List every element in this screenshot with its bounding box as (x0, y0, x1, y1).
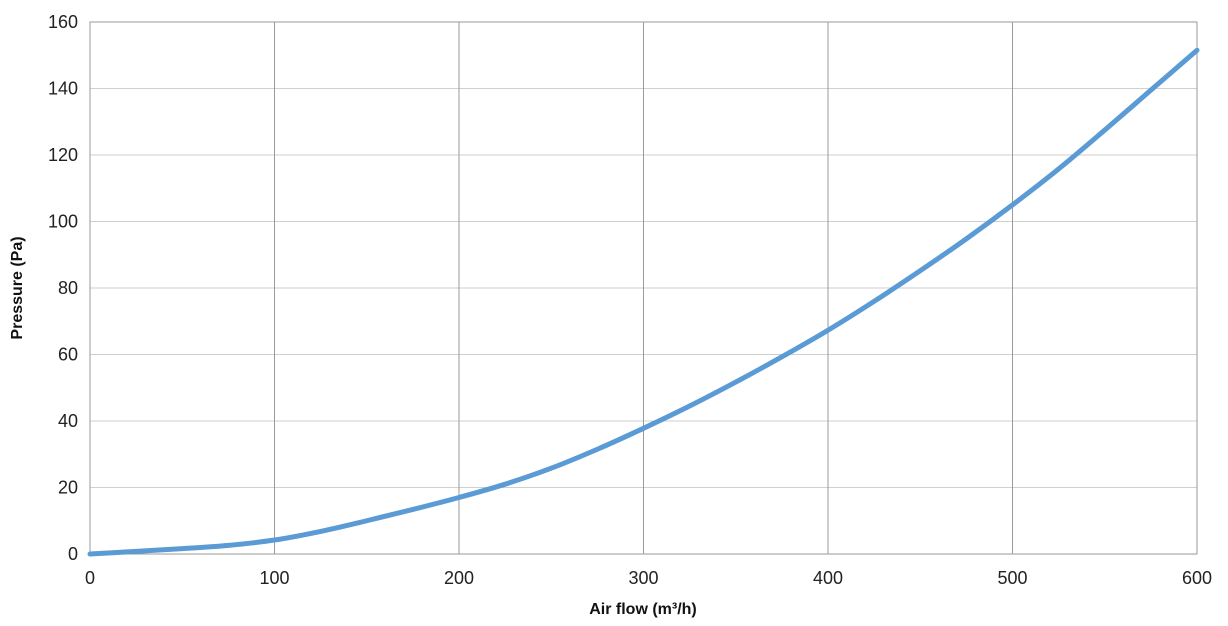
y-tick-label: 80 (58, 278, 78, 298)
y-tick-label: 140 (48, 79, 78, 99)
y-tick-label: 40 (58, 411, 78, 431)
x-tick-label: 300 (628, 568, 658, 588)
x-tick-label: 500 (997, 568, 1027, 588)
y-tick-label: 100 (48, 212, 78, 232)
y-tick-label: 120 (48, 145, 78, 165)
x-tick-label: 600 (1182, 568, 1212, 588)
x-tick-label: 400 (813, 568, 843, 588)
x-tick-label: 0 (85, 568, 95, 588)
series-line-0 (87, 47, 1200, 557)
x-tick-label: 100 (259, 568, 289, 588)
plot-frame (89, 21, 1198, 555)
x-axis-ticks: 0 100 200 300 400 500 600 (85, 568, 1212, 588)
series-layer (87, 47, 1200, 557)
y-axis-ticks: 0 20 40 60 80 100 120 140 160 (48, 12, 78, 564)
grid (89, 21, 1198, 555)
y-axis-title: Pressure (Pa) (9, 236, 26, 339)
y-tick-label: 20 (58, 478, 78, 498)
x-axis-title: Air flow (m³/h) (589, 601, 697, 618)
y-tick-label: 60 (58, 345, 78, 365)
y-tick-label: 160 (48, 12, 78, 32)
y-tick-label: 0 (68, 544, 78, 564)
x-tick-label: 200 (444, 568, 474, 588)
